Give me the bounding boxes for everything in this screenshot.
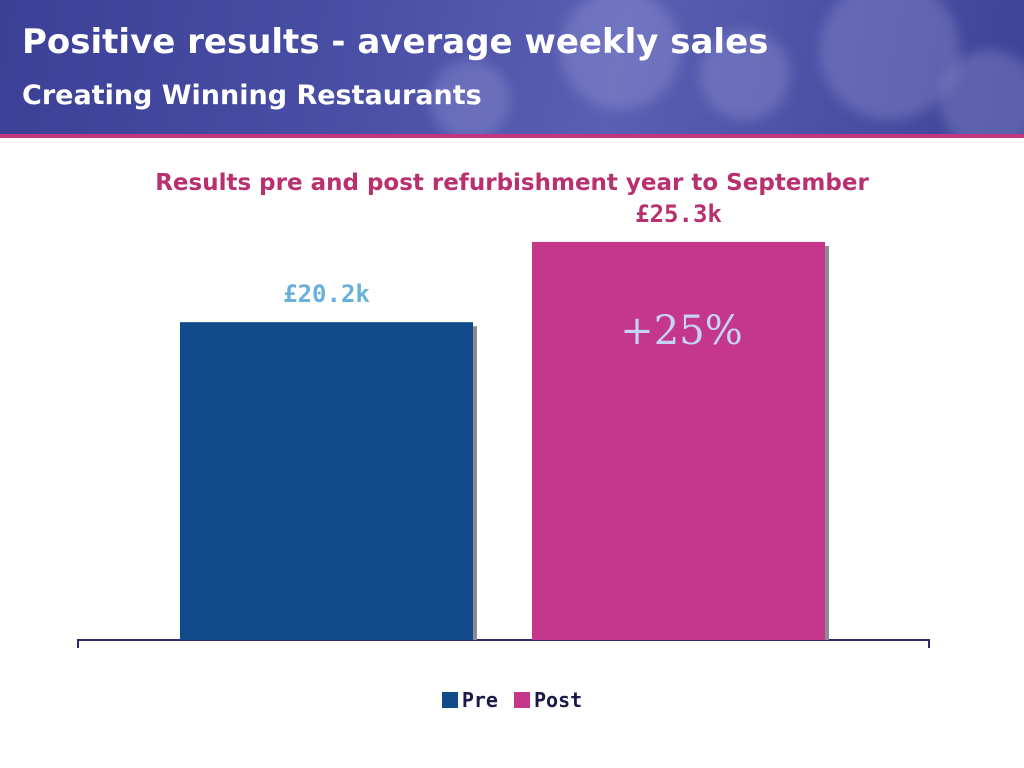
legend-item-post: Post: [514, 688, 582, 712]
bar-pre: [180, 322, 473, 640]
legend-label-post: Post: [534, 688, 583, 712]
chart-legend: Pre Post: [0, 688, 1024, 712]
bar-post: [532, 241, 825, 640]
data-label-pre: £20.2k: [283, 280, 370, 308]
header-banner: Positive results - average weekly sales …: [0, 0, 1024, 134]
data-label-post: £25.3k: [635, 200, 722, 228]
header-divider: [0, 134, 1024, 138]
page-subtitle: Creating Winning Restaurants: [22, 80, 482, 111]
legend-swatch-post: [514, 692, 530, 708]
legend-label-pre: Pre: [461, 688, 498, 712]
growth-annotation: +25%: [620, 308, 742, 354]
page-title: Positive results - average weekly sales: [22, 22, 769, 62]
legend-swatch-pre: [441, 692, 458, 708]
chart-title: Results pre and post refurbishment year …: [155, 170, 869, 196]
legend-item-pre: Pre: [441, 688, 498, 712]
